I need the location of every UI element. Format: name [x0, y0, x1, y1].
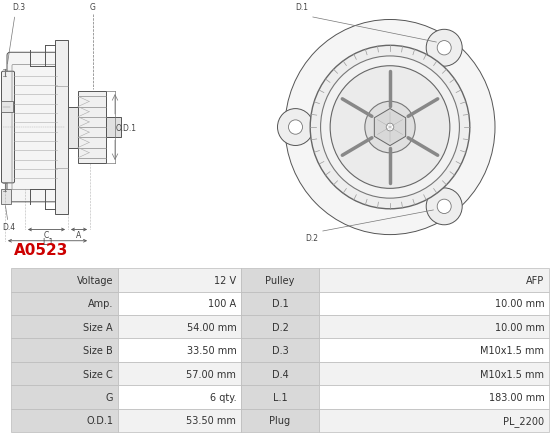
- Circle shape: [437, 42, 451, 56]
- Bar: [11, 315, 118, 339]
- Text: 12 V: 12 V: [214, 276, 236, 286]
- Bar: [11, 385, 118, 409]
- Bar: [241, 362, 319, 385]
- Bar: [118, 269, 241, 292]
- Text: 57.00 mm: 57.00 mm: [186, 369, 236, 379]
- Bar: [11, 409, 118, 432]
- Text: G: G: [106, 392, 113, 402]
- Bar: [319, 292, 549, 315]
- Circle shape: [426, 188, 462, 225]
- Text: C: C: [44, 230, 49, 239]
- Text: Amp.: Amp.: [88, 299, 113, 309]
- Text: A: A: [76, 230, 82, 239]
- Text: Pulley: Pulley: [265, 276, 295, 286]
- Circle shape: [285, 21, 495, 235]
- Bar: [1, 189, 11, 205]
- Bar: [118, 339, 241, 362]
- Circle shape: [288, 120, 302, 135]
- Bar: [118, 292, 241, 315]
- Circle shape: [437, 200, 451, 214]
- Text: Size A: Size A: [83, 322, 113, 332]
- Bar: [106, 117, 121, 138]
- Bar: [78, 92, 106, 163]
- Text: D.4: D.4: [272, 369, 288, 379]
- Bar: [241, 409, 319, 432]
- Bar: [11, 269, 118, 292]
- Text: M10x1.5 mm: M10x1.5 mm: [480, 369, 544, 379]
- Text: AFP: AFP: [526, 276, 544, 286]
- Circle shape: [426, 30, 462, 67]
- Bar: [319, 269, 549, 292]
- Polygon shape: [374, 109, 405, 146]
- Text: D.3: D.3: [272, 346, 288, 355]
- Bar: [241, 292, 319, 315]
- FancyBboxPatch shape: [2, 72, 15, 184]
- Text: D.4: D.4: [2, 223, 15, 232]
- Text: 6 qty.: 6 qty.: [209, 392, 236, 402]
- Bar: [68, 107, 78, 148]
- Text: M10x1.5 mm: M10x1.5 mm: [480, 346, 544, 355]
- Text: Plug: Plug: [269, 415, 291, 425]
- Circle shape: [278, 110, 314, 146]
- Text: G: G: [90, 3, 96, 12]
- Text: D.2: D.2: [272, 322, 288, 332]
- Bar: [11, 362, 118, 385]
- Bar: [118, 315, 241, 339]
- Bar: [11, 339, 118, 362]
- Text: Size B: Size B: [83, 346, 113, 355]
- Text: 33.50 mm: 33.50 mm: [186, 346, 236, 355]
- Bar: [319, 362, 549, 385]
- Text: D.3: D.3: [12, 3, 25, 12]
- Text: D.1: D.1: [295, 3, 308, 12]
- Text: A0523: A0523: [14, 243, 68, 258]
- Bar: [241, 385, 319, 409]
- Text: O.D.1: O.D.1: [86, 415, 113, 425]
- Bar: [241, 315, 319, 339]
- Bar: [319, 339, 549, 362]
- Bar: [319, 385, 549, 409]
- Text: Voltage: Voltage: [77, 276, 113, 286]
- Circle shape: [386, 124, 394, 131]
- Text: 54.00 mm: 54.00 mm: [186, 322, 236, 332]
- Text: O.D.1: O.D.1: [116, 123, 137, 132]
- Text: 183.00 mm: 183.00 mm: [488, 392, 544, 402]
- Bar: [118, 362, 241, 385]
- Bar: [1, 102, 12, 113]
- Text: 10.00 mm: 10.00 mm: [494, 322, 544, 332]
- Bar: [55, 41, 68, 215]
- Text: PL_2200: PL_2200: [503, 415, 544, 426]
- Bar: [11, 292, 118, 315]
- Text: D.2: D.2: [305, 233, 318, 242]
- FancyBboxPatch shape: [7, 53, 68, 202]
- Circle shape: [310, 46, 470, 209]
- Text: 100 A: 100 A: [208, 299, 236, 309]
- Bar: [241, 269, 319, 292]
- Bar: [118, 385, 241, 409]
- Text: 53.50 mm: 53.50 mm: [186, 415, 236, 425]
- Text: L.1: L.1: [42, 238, 53, 247]
- Circle shape: [320, 57, 459, 199]
- Bar: [319, 315, 549, 339]
- Circle shape: [330, 67, 450, 189]
- Text: Size C: Size C: [83, 369, 113, 379]
- Text: D.1: D.1: [272, 299, 288, 309]
- Text: 10.00 mm: 10.00 mm: [494, 299, 544, 309]
- Bar: [319, 409, 549, 432]
- Text: L.1: L.1: [273, 392, 287, 402]
- Bar: [118, 409, 241, 432]
- Bar: [241, 339, 319, 362]
- Circle shape: [365, 102, 415, 153]
